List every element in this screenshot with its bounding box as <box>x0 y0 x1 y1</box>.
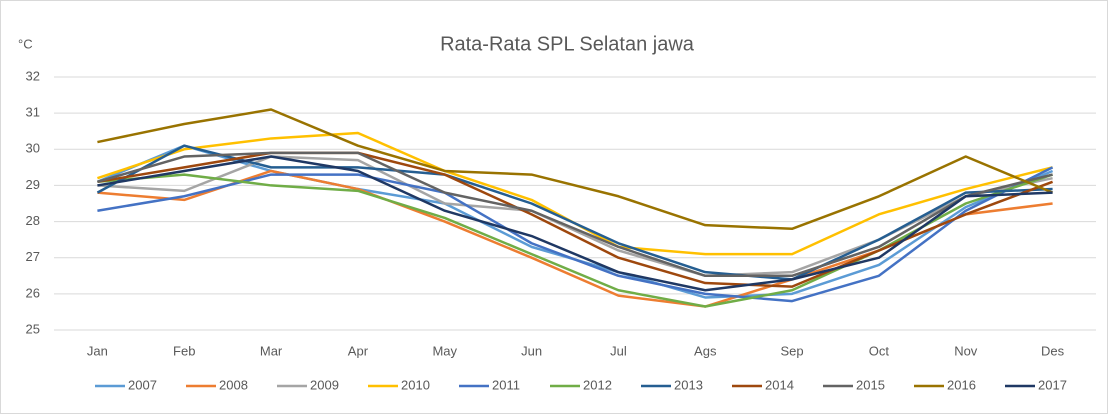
x-tick-label: Jan <box>87 343 108 358</box>
y-tick-label: 30 <box>26 141 40 156</box>
x-tick-label: Mar <box>260 343 283 358</box>
legend-label: 2010 <box>401 377 430 392</box>
x-tick-label: May <box>432 343 457 358</box>
x-tick-label: Sep <box>781 343 804 358</box>
x-tick-label: Apr <box>348 343 369 358</box>
legend-label: 2017 <box>1038 377 1067 392</box>
legend-label: 2007 <box>128 377 157 392</box>
y-tick-label: 32 <box>26 68 40 83</box>
y-tick-label: 27 <box>26 249 40 264</box>
x-tick-label: Oct <box>869 343 890 358</box>
y-tick-label: 26 <box>26 285 40 300</box>
y-tick-label: 28 <box>26 213 40 228</box>
data-line <box>96 144 1053 281</box>
y-tick-label: 25 <box>26 321 40 336</box>
y-axis-label: °C <box>18 36 33 51</box>
chart-title: Rata-Rata SPL Selatan jawa <box>440 33 695 55</box>
legend-label: 2013 <box>674 377 703 392</box>
data-line <box>97 173 1053 308</box>
y-tick-label: 29 <box>26 177 40 192</box>
legend-label: 2014 <box>765 377 794 392</box>
data-line <box>97 151 1053 278</box>
y-tick-label: 31 <box>26 105 40 120</box>
x-tick-label: Feb <box>173 343 195 358</box>
legend-label: 2008 <box>219 377 248 392</box>
legend-label: 2016 <box>947 377 976 392</box>
legend-label: 2012 <box>583 377 612 392</box>
legend-label: 2015 <box>856 377 885 392</box>
x-tick-label: Jul <box>610 343 627 358</box>
x-tick-label: Ags <box>694 343 717 358</box>
data-line <box>97 151 1054 288</box>
legend-label: 2009 <box>310 377 339 392</box>
x-tick-label: Des <box>1041 343 1065 358</box>
x-tick-label: Jun <box>521 343 542 358</box>
x-tick-label: Nov <box>954 343 978 358</box>
data-line <box>97 155 1053 292</box>
data-line <box>97 108 1054 231</box>
data-line <box>97 166 1054 303</box>
legend-label: 2011 <box>492 377 520 392</box>
